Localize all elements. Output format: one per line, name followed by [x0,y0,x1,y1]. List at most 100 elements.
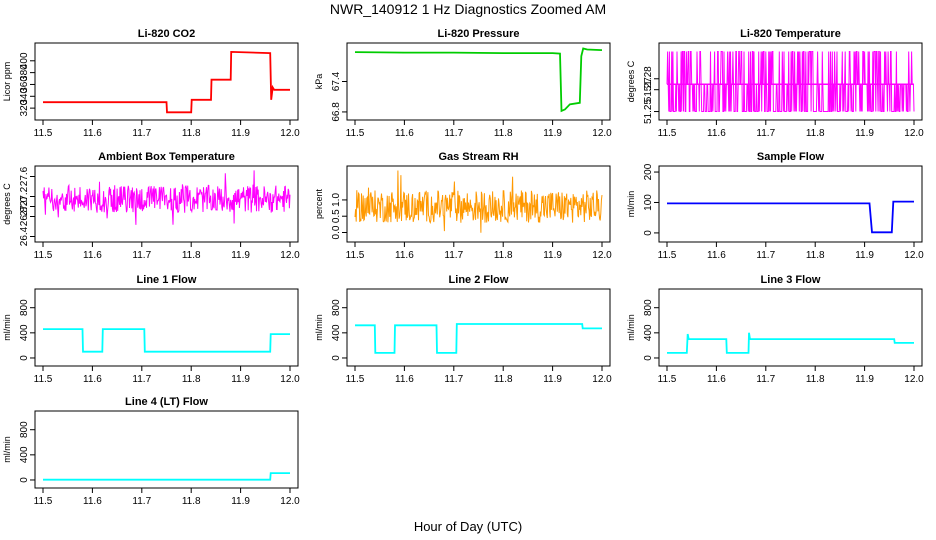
series-line [667,200,914,234]
x-tick-label: 11.5 [658,374,677,385]
series-line [43,472,290,481]
y-tick-label: 400 [19,446,30,463]
plot-frame [34,165,299,243]
x-tick-label: 11.8 [182,496,201,507]
y-tick-label: 51.28 [643,66,654,91]
series-line [42,170,291,225]
plot-frame [658,288,923,367]
panel-8: Line 2 Flow ml/min 11.5 11.6 11.7 11.8 11.9 12.… [314,274,612,385]
y-axis-label: Licor ppm [2,62,12,102]
x-tick-label: 12.0 [904,250,924,261]
panel-title: Line 2 Flow [449,274,509,286]
x-tick-label: 11.9 [543,374,562,385]
x-tick-label: 11.5 [34,374,53,385]
panel-title: Li-820 Temperature [740,28,841,40]
x-tick-label: 11.9 [231,496,250,507]
y-tick-label: 800 [643,299,654,316]
plot-frame [346,42,611,121]
y-tick-label: 0.5 [331,209,342,223]
y-tick-label: 0 [643,230,654,236]
x-tick-label: 11.9 [855,250,874,261]
plot-frame [34,288,299,367]
panel-6: Sample Flow ml/min 11.5 11.6 11.7 11.8 11.9 12.… [626,151,924,261]
y-tick-label: 100 [643,194,654,211]
x-tick-label: 11.6 [395,250,414,261]
plot-frame [34,410,299,489]
x-tick-label: 12.0 [280,374,300,385]
y-axis-label: degrees C [2,183,12,225]
x-tick-label: 11.9 [543,250,562,261]
y-tick-label: 1.0 [331,193,342,207]
panel-title: Ambient Box Temperature [98,151,235,163]
x-tick-label: 12.0 [904,374,924,385]
x-tick-label: 11.7 [444,128,463,139]
y-axis-label: ml/min [2,436,12,463]
x-tick-label: 11.5 [34,250,53,261]
x-tick-label: 11.6 [83,128,102,139]
figure-title: NWR_140912 1 Hz Diagnostics Zoomed AM [330,1,606,17]
series-line [666,51,915,112]
series-line [354,170,603,233]
x-tick-label: 11.6 [395,128,414,139]
x-tick-label: 11.8 [806,250,825,261]
x-tick-label: 11.8 [182,128,201,139]
series-line [354,47,603,113]
y-tick-label: 360 [19,76,30,93]
x-tick-label: 11.5 [658,128,677,139]
x-tick-label: 11.9 [231,128,250,139]
panels: Li-820 CO2 Licor ppm 11.5 11.6 11.7 11.8 11.9 1… [2,28,924,507]
y-tick-label: 800 [19,421,30,438]
x-tick-label: 11.5 [658,250,677,261]
x-tick-label: 11.6 [83,496,102,507]
x-tick-label: 11.8 [806,374,825,385]
x-tick-label: 11.8 [494,374,513,385]
panel-title: Sample Flow [757,151,825,163]
x-tick-label: 11.9 [231,250,250,261]
plot-frame [658,165,923,243]
x-tick-label: 11.5 [34,128,53,139]
x-tick-label: 11.9 [855,128,874,139]
x-tick-label: 11.6 [707,128,726,139]
y-tick-label: 27.6 [19,166,30,186]
panel-title: Gas Stream RH [438,151,518,163]
y-tick-label: 800 [331,299,342,316]
x-tick-label: 11.5 [346,374,365,385]
panel-4: Ambient Box Temperature degrees C 11.5 11.6… [2,151,300,261]
x-tick-label: 11.8 [182,374,201,385]
y-tick-label: 380 [19,64,30,81]
y-tick-label: 51.27 [643,77,654,102]
y-tick-label: 0 [19,355,30,361]
x-tick-label: 11.8 [182,250,201,261]
y-tick-label: 400 [331,324,342,341]
y-tick-label: 66.8 [331,102,342,122]
x-tick-label: 11.7 [444,374,463,385]
y-tick-label: 0 [19,477,30,483]
panel-3: Li-820 Temperature degrees C 11.5 11.6 11.7 1… [626,28,924,139]
panel-title: Li-820 CO2 [138,28,195,40]
x-tick-label: 11.8 [494,250,513,261]
y-tick-label: 51.25 [643,99,654,124]
y-tick-label: 200 [643,163,654,180]
panel-title: Line 4 (LT) Flow [125,396,208,408]
panel-7: Line 1 Flow ml/min 11.5 11.6 11.7 11.8 11.9 12.… [2,274,300,385]
panel-2: Li-820 Pressure kPa 11.5 11.6 11.7 11.8 11.9 12… [314,28,612,139]
y-tick-label: 400 [19,52,30,69]
series-line [43,328,290,353]
x-tick-label: 11.8 [494,128,513,139]
y-tick-label: 27.2 [19,186,30,206]
x-tick-label: 11.5 [34,496,53,507]
y-tick-label: 400 [643,324,654,341]
x-tick-label: 11.7 [132,250,151,261]
y-tick-label: 27.0 [19,196,30,216]
x-tick-label: 11.6 [395,374,414,385]
y-tick-label: 320 [19,99,30,116]
y-tick-label: 800 [19,299,30,316]
figure-x-axis-label: Hour of Day (UTC) [414,519,522,534]
x-tick-label: 11.7 [756,374,775,385]
x-tick-label: 12.0 [592,374,612,385]
x-tick-label: 11.9 [543,128,562,139]
y-axis-label: degrees C [626,60,636,102]
series-line [667,332,914,354]
panel-title: Li-820 Pressure [438,28,520,40]
